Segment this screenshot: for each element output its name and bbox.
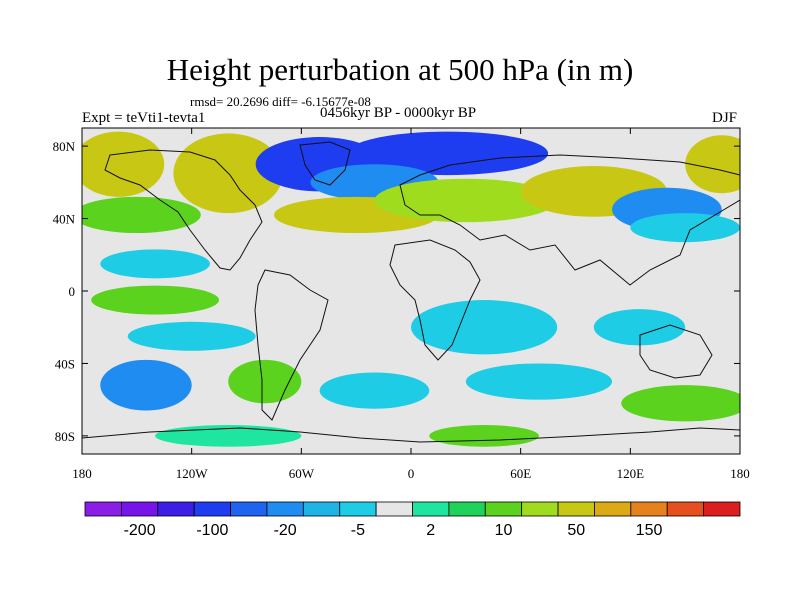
coast-north-america xyxy=(104,149,263,271)
anomaly-region-13 xyxy=(91,285,220,315)
colorbar-label-6: 50 xyxy=(567,522,585,539)
colorbar-swatch-0 xyxy=(84,501,122,517)
anomaly-region-3 xyxy=(82,196,201,234)
colorbar-swatch-9 xyxy=(412,501,450,517)
experiment-label: Expt = teVti1-tevta1 xyxy=(82,110,206,126)
colorbar-label-3: -5 xyxy=(351,522,365,539)
x-tick-label-2: 60W xyxy=(289,466,315,481)
x-tick-label-1: 120W xyxy=(176,466,209,481)
colorbar-label-1: -100 xyxy=(196,522,228,539)
anomaly-region-12 xyxy=(100,249,210,279)
colorbar-swatch-2 xyxy=(157,501,195,517)
x-tick-label-4: 60E xyxy=(510,466,531,481)
colorbar-swatch-11 xyxy=(484,501,523,517)
colorbar-swatch-15 xyxy=(630,501,668,517)
anomaly-region-2 xyxy=(685,135,740,194)
anomaly-region-18 xyxy=(411,300,558,355)
colorbar-swatch-10 xyxy=(448,501,486,517)
colorbar-swatch-1 xyxy=(120,501,159,517)
anomaly-region-17 xyxy=(319,372,430,409)
coast-africa xyxy=(389,239,481,361)
anomaly-region-20 xyxy=(593,309,686,346)
colorbar-swatch-16 xyxy=(666,501,705,517)
anomaly-region-21 xyxy=(621,385,740,422)
colorbar-swatch-7 xyxy=(339,501,377,517)
colorbar-label-2: -20 xyxy=(274,522,297,539)
colorbar-swatch-14 xyxy=(594,501,632,517)
map-plot-area xyxy=(82,128,740,454)
y-tick-label-2: 0 xyxy=(69,284,76,299)
coast-greenland xyxy=(299,141,351,186)
colorbar-swatch-12 xyxy=(521,501,559,517)
coastlines xyxy=(82,141,740,443)
chart-title: Height perturbation at 500 hPa (in m) xyxy=(166,52,634,87)
coast-antarctica xyxy=(82,427,740,443)
y-tick-label-1: 40N xyxy=(53,212,76,227)
anomaly-region-1 xyxy=(82,131,165,197)
axis-ticks: 180 120W 60W 0 60E 120E 180 80N 40N 0 40S 80S xyxy=(53,128,750,481)
colorbar-swatch-13 xyxy=(557,501,595,517)
x-tick-label-5: 120E xyxy=(617,466,645,481)
colorbar-swatch-5 xyxy=(266,501,304,517)
anomaly-fields xyxy=(82,131,740,447)
y-tick-label-3: 40S xyxy=(55,356,75,371)
y-tick-label-4: 80S xyxy=(55,429,75,444)
coast-south-america xyxy=(254,269,329,421)
anomaly-region-14 xyxy=(127,321,256,351)
colorbar-swatch-3 xyxy=(193,501,231,517)
anomaly-region-19 xyxy=(465,363,613,400)
colorbar-swatch-8 xyxy=(375,501,413,517)
colorbar: -200 -100 -20 -5 2 10 50 150 xyxy=(84,501,741,539)
anomaly-region-16 xyxy=(228,359,302,404)
coast-australia xyxy=(639,324,713,379)
period-label: 0456kyr BP - 0000kyr BP xyxy=(320,105,477,121)
colorbar-swatch-6 xyxy=(302,501,341,517)
colorbar-swatch-17 xyxy=(703,501,741,517)
anomaly-region-15 xyxy=(100,359,192,411)
anomaly-region-8 xyxy=(374,178,558,223)
anomaly-region-5 xyxy=(347,131,549,176)
colorbar-swatch-4 xyxy=(230,501,268,517)
y-tick-label-0: 80N xyxy=(53,139,76,154)
colorbar-label-7: 150 xyxy=(636,522,663,539)
colorbar-label-4: 2 xyxy=(426,522,435,539)
stats-label: rmsd= 20.2696 diff= -6.15677e-08 xyxy=(190,94,371,109)
x-tick-label-6: 180 xyxy=(730,466,750,481)
anomaly-region-22 xyxy=(429,425,539,447)
x-tick-label-0: 180 xyxy=(72,466,92,481)
coast-eurasia xyxy=(399,154,740,286)
x-tick-label-3: 0 xyxy=(408,466,415,481)
colorbar-label-0: -200 xyxy=(124,522,156,539)
season-label: DJF xyxy=(712,110,738,126)
colorbar-label-5: 10 xyxy=(495,522,513,539)
anomaly-region-11 xyxy=(630,213,740,243)
